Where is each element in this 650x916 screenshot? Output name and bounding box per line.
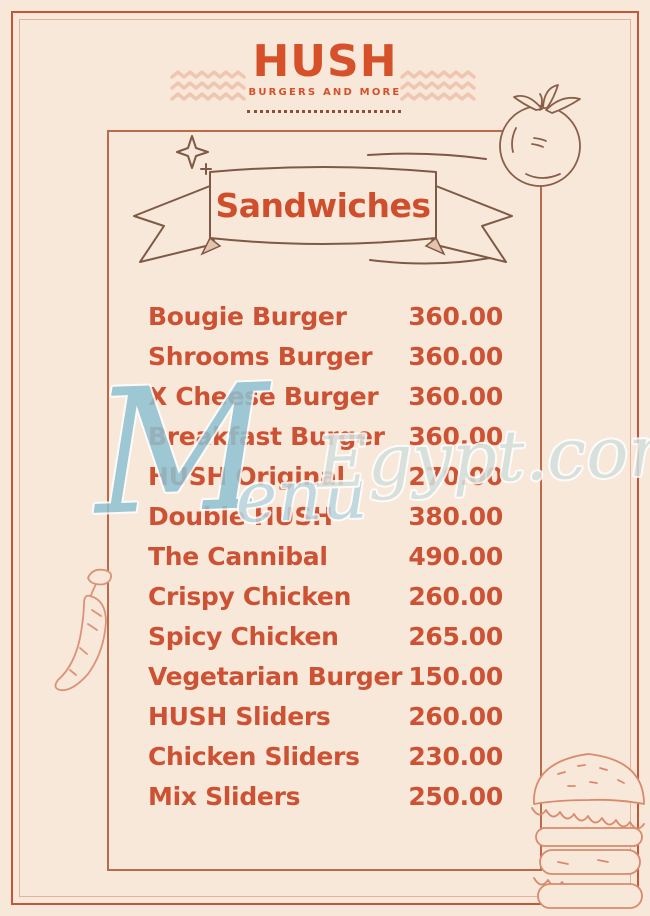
menu-item-price: 360.00 bbox=[408, 341, 503, 371]
brand-logo: HUSH BURGERS AND MORE bbox=[0, 36, 650, 99]
menu-item-list: Bougie Burger 360.00 Shrooms Burger 360.… bbox=[148, 296, 503, 816]
menu-item-price: 250.00 bbox=[408, 781, 503, 811]
zigzag-pattern-left-icon bbox=[170, 70, 246, 101]
menu-item-name: Vegetarian Burger bbox=[148, 661, 403, 691]
menu-item-name: X Cheese Burger bbox=[148, 381, 379, 411]
menu-item-row: Bougie Burger 360.00 bbox=[148, 296, 503, 336]
menu-item-name: Chicken Sliders bbox=[148, 741, 360, 771]
ribbon-banner bbox=[133, 152, 513, 265]
zigzag-pattern-right-icon bbox=[400, 70, 476, 101]
menu-item-price: 360.00 bbox=[408, 421, 503, 451]
inner-border-frame bbox=[19, 19, 631, 897]
menu-item-row: X Cheese Burger 360.00 bbox=[148, 376, 503, 416]
menu-item-row: Crispy Chicken 260.00 bbox=[148, 576, 503, 616]
menu-item-price: 260.00 bbox=[408, 581, 503, 611]
menu-item-name: Mix Sliders bbox=[148, 781, 301, 811]
menu-item-name: HUSH Original bbox=[148, 461, 345, 491]
menu-item-price: 360.00 bbox=[408, 381, 503, 411]
menu-item-price: 265.00 bbox=[408, 621, 503, 651]
menu-item-name: The Cannibal bbox=[148, 541, 328, 571]
menu-card bbox=[107, 130, 542, 871]
section-title: Sandwiches bbox=[215, 186, 431, 225]
menu-item-price: 150.00 bbox=[408, 661, 503, 691]
menu-item-name: Breakfast Burger bbox=[148, 421, 385, 451]
menu-item-price: 260.00 bbox=[408, 701, 503, 731]
menu-item-name: Spicy Chicken bbox=[148, 621, 339, 651]
menu-item-row: Breakfast Burger 360.00 bbox=[148, 416, 503, 456]
menu-item-row: Vegetarian Burger 150.00 bbox=[148, 656, 503, 696]
menu-item-name: HUSH Sliders bbox=[148, 701, 331, 731]
dotted-divider bbox=[247, 110, 401, 113]
menu-item-row: HUSH Original 270.00 bbox=[148, 456, 503, 496]
sparkle-icon bbox=[176, 135, 212, 175]
chili-pepper-illustration-icon bbox=[54, 568, 113, 692]
brand-name: HUSH bbox=[252, 36, 398, 87]
menu-item-price: 490.00 bbox=[408, 541, 503, 571]
menu-item-name: Double HUSH bbox=[148, 501, 333, 531]
menu-item-row: HUSH Sliders 260.00 bbox=[148, 696, 503, 736]
menu-item-row: Mix Sliders 250.00 bbox=[148, 776, 503, 816]
menu-item-row: Chicken Sliders 230.00 bbox=[148, 736, 503, 776]
outer-border-frame bbox=[11, 11, 639, 905]
menu-item-row: Shrooms Burger 360.00 bbox=[148, 336, 503, 376]
burger-illustration-icon bbox=[531, 753, 645, 909]
menu-item-name: Shrooms Burger bbox=[148, 341, 373, 371]
brand-tagline: BURGERS AND MORE bbox=[248, 87, 402, 98]
menu-item-name: Bougie Burger bbox=[148, 301, 347, 331]
menu-item-price: 380.00 bbox=[408, 501, 503, 531]
menu-item-price: 230.00 bbox=[408, 741, 503, 771]
tomato-illustration-icon bbox=[499, 84, 581, 187]
menu-item-price: 270.00 bbox=[408, 461, 503, 491]
menu-item-row: The Cannibal 490.00 bbox=[148, 536, 503, 576]
menu-item-price: 360.00 bbox=[408, 301, 503, 331]
menu-item-row: Double HUSH 380.00 bbox=[148, 496, 503, 536]
menu-item-row: Spicy Chicken 265.00 bbox=[148, 616, 503, 656]
menu-item-name: Crispy Chicken bbox=[148, 581, 352, 611]
